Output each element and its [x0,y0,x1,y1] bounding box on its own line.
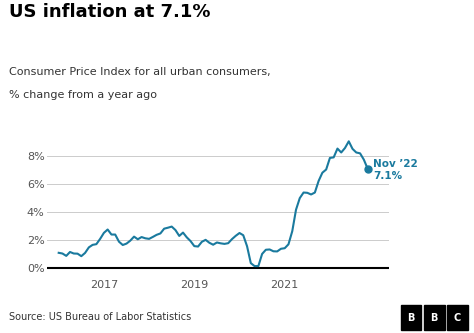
Text: C: C [454,313,461,323]
Text: 7.1%: 7.1% [373,171,402,181]
Text: % change from a year ago: % change from a year ago [9,90,157,100]
Text: B: B [407,313,415,323]
Text: B: B [430,313,438,323]
Text: Consumer Price Index for all urban consumers,: Consumer Price Index for all urban consu… [9,67,271,77]
Text: Nov ’22: Nov ’22 [373,159,418,168]
Text: US inflation at 7.1%: US inflation at 7.1% [9,3,211,21]
Text: Source: US Bureau of Labor Statistics: Source: US Bureau of Labor Statistics [9,312,191,322]
